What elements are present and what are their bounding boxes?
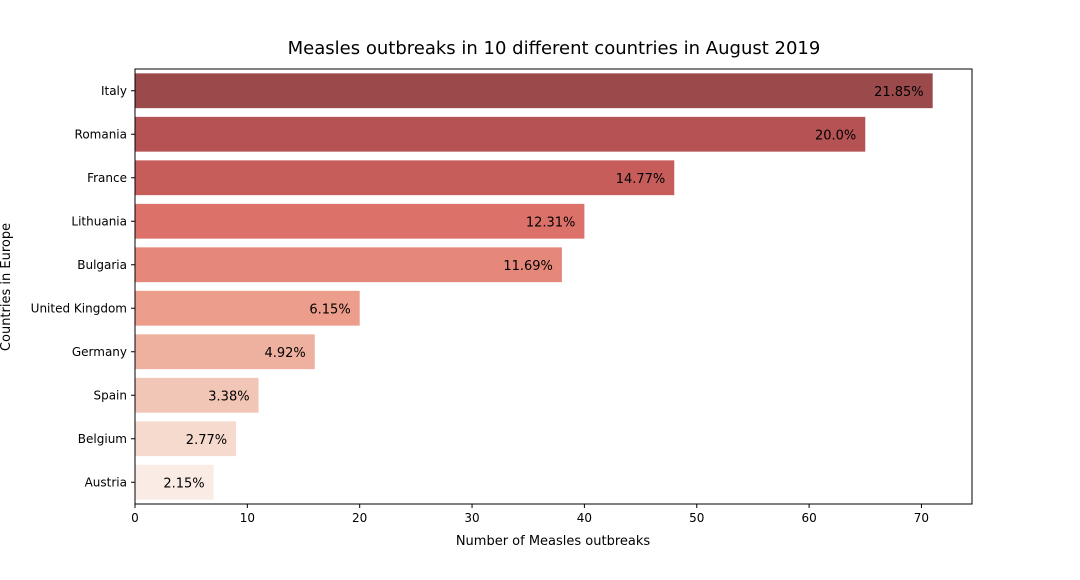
y-tick-label: United Kingdom <box>31 301 127 315</box>
bar-united-kingdom <box>135 290 360 326</box>
bar-romania <box>135 116 866 152</box>
data-label: 14.77% <box>616 172 666 187</box>
data-label: 4.92% <box>264 346 305 361</box>
bar-spain <box>135 377 259 413</box>
data-label: 2.77% <box>186 433 227 448</box>
x-tick-label: 10 <box>240 511 255 525</box>
bar-austria <box>135 464 214 500</box>
bar-bulgaria <box>135 247 562 283</box>
y-axis-label: Countries in Europe <box>0 223 14 351</box>
data-label: 12.31% <box>526 215 576 230</box>
x-tick-label: 70 <box>914 511 929 525</box>
data-label: 11.69% <box>503 259 553 274</box>
x-axis-label: Number of Measles outbreaks <box>456 534 651 549</box>
x-tick-label: 50 <box>689 511 704 525</box>
bar-italy <box>135 73 933 109</box>
y-tick-label: Lithuania <box>71 214 127 228</box>
y-tick-label: Romania <box>75 127 127 141</box>
bar-belgium <box>135 421 237 457</box>
y-tick-label: Italy <box>101 84 127 98</box>
chart-title: Measles outbreaks in 10 different countr… <box>288 38 821 59</box>
data-label: 20.0% <box>815 128 856 143</box>
data-label: 21.85% <box>874 85 924 100</box>
x-tick-label: 0 <box>131 511 139 525</box>
y-tick-label: Belgium <box>78 432 127 446</box>
y-tick-label: Germany <box>72 345 127 359</box>
x-tick-label: 60 <box>801 511 816 525</box>
y-tick-label: Spain <box>93 388 127 402</box>
x-tick-label: 20 <box>352 511 367 525</box>
bars-layer: 21.85% 20.0% 14.77% 12.31% 11.69% 6.15% 4.92% 3… <box>135 73 933 500</box>
bar-lithuania <box>135 203 585 239</box>
x-tick-label: 40 <box>577 511 592 525</box>
x-tick-label: 30 <box>464 511 479 525</box>
axes-layer: Italy Romania France Lithuania Bulgaria Unite… <box>31 68 973 525</box>
data-label: 6.15% <box>309 302 350 317</box>
plot-frame <box>134 68 973 505</box>
data-label: 2.15% <box>163 476 204 491</box>
y-tick-label: Austria <box>85 475 127 489</box>
y-tick-label: Bulgaria <box>77 258 127 272</box>
bar-germany <box>135 334 315 370</box>
data-label: 3.38% <box>208 389 249 404</box>
y-tick-label: France <box>87 171 127 185</box>
bar-france <box>135 160 675 196</box>
